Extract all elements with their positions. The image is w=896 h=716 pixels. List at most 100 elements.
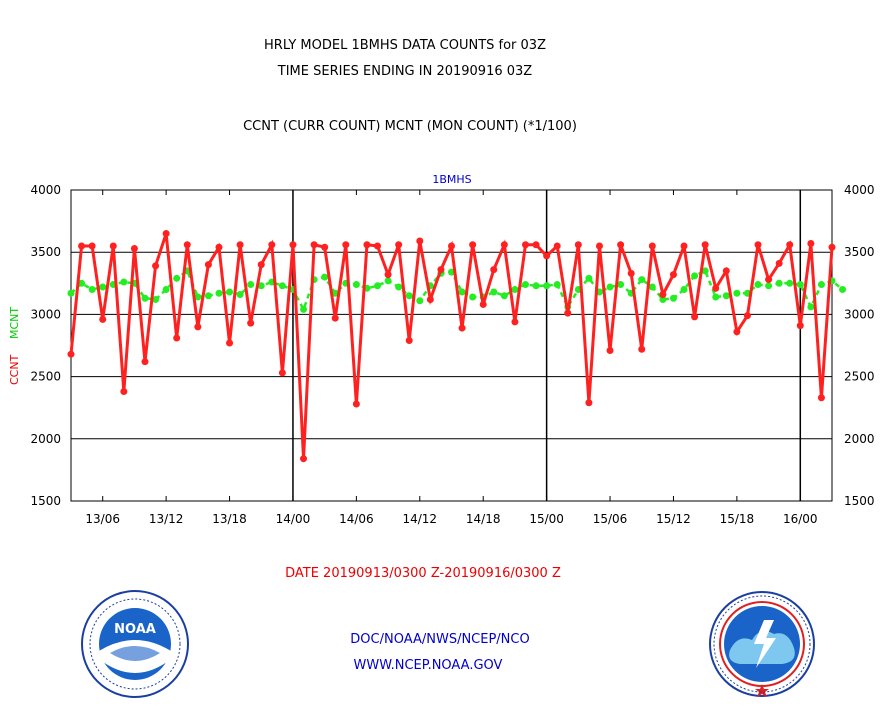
- data-point-ccnt: [342, 241, 350, 249]
- data-point-ccnt: [162, 230, 170, 238]
- data-point-ccnt: [828, 243, 836, 251]
- x-tick-label: 14/06: [339, 512, 374, 526]
- footer-url: WWW.NCEP.NOAA.GOV: [353, 658, 503, 673]
- data-point-ccnt: [490, 266, 498, 274]
- y-tick-label-left: 1500: [30, 494, 61, 508]
- x-tick-label: 16/00: [783, 512, 818, 526]
- data-point-mcnt: [374, 282, 382, 290]
- data-point-ccnt: [120, 388, 128, 396]
- y-tick-label-right: 3000: [844, 307, 875, 321]
- x-tick-label: 13/06: [85, 512, 120, 526]
- data-point-ccnt: [796, 322, 804, 330]
- data-point-ccnt: [638, 345, 646, 353]
- data-point-mcnt: [543, 282, 551, 290]
- data-point-mcnt: [226, 288, 234, 296]
- data-point-ccnt: [141, 358, 149, 366]
- nws-logo: [709, 591, 815, 697]
- data-point-mcnt: [839, 286, 847, 294]
- data-point-mcnt: [532, 282, 540, 290]
- data-point-ccnt: [78, 242, 86, 250]
- data-point-ccnt: [511, 318, 519, 326]
- y-tick-label-right: 4000: [844, 183, 875, 197]
- x-tick-label: 15/18: [720, 512, 755, 526]
- plot-frame: [70, 189, 833, 502]
- data-point-ccnt: [553, 242, 561, 250]
- data-point-ccnt: [712, 284, 720, 292]
- data-point-ccnt: [130, 244, 138, 252]
- footer-org: DOC/NOAA/NWS/NCEP/NCO: [350, 632, 530, 647]
- x-tick-label: 14/12: [402, 512, 437, 526]
- data-point-mcnt: [78, 279, 86, 287]
- data-point-ccnt: [321, 243, 329, 251]
- data-point-mcnt: [99, 283, 107, 291]
- data-point-mcnt: [712, 293, 720, 301]
- data-point-ccnt: [786, 241, 794, 249]
- data-point-mcnt: [257, 282, 265, 290]
- y-tick-label-right: 3500: [844, 245, 875, 259]
- data-point-mcnt: [765, 282, 773, 290]
- data-point-mcnt: [669, 294, 677, 302]
- data-point-mcnt: [352, 281, 360, 289]
- data-point-ccnt: [648, 242, 656, 250]
- data-point-mcnt: [648, 283, 656, 291]
- data-point-mcnt: [215, 289, 223, 297]
- data-point-ccnt: [606, 346, 614, 354]
- data-point-mcnt: [173, 274, 181, 282]
- data-point-mcnt: [511, 286, 519, 294]
- y-tick-label-left: 4000: [30, 183, 61, 197]
- data-point-mcnt: [458, 288, 466, 296]
- data-point-ccnt: [807, 239, 815, 247]
- data-point-ccnt: [268, 241, 276, 249]
- data-point-ccnt: [595, 242, 603, 250]
- data-point-mcnt: [384, 277, 392, 285]
- data-point-mcnt: [152, 295, 160, 303]
- data-point-mcnt: [500, 292, 508, 300]
- data-point-ccnt: [469, 241, 477, 249]
- data-point-ccnt: [384, 271, 392, 279]
- data-point-mcnt: [120, 278, 128, 286]
- data-point-mcnt: [754, 281, 762, 289]
- data-point-mcnt: [659, 295, 667, 303]
- data-point-mcnt: [416, 297, 424, 305]
- data-point-ccnt: [331, 314, 339, 322]
- data-point-mcnt: [733, 289, 741, 297]
- data-point-ccnt: [300, 455, 308, 463]
- x-tick-label: 15/00: [529, 512, 564, 526]
- data-point-ccnt: [817, 394, 825, 402]
- data-point-ccnt: [109, 242, 117, 250]
- data-point-mcnt: [88, 286, 96, 294]
- data-point-mcnt: [553, 281, 561, 289]
- data-point-ccnt: [691, 313, 699, 321]
- data-point-mcnt: [585, 274, 593, 282]
- data-point-mcnt: [617, 281, 625, 289]
- data-point-mcnt: [807, 303, 815, 311]
- data-point-ccnt: [194, 323, 202, 331]
- data-point-ccnt: [617, 241, 625, 249]
- y-tick-label-left: 3500: [30, 245, 61, 259]
- data-point-mcnt: [469, 293, 477, 301]
- data-point-ccnt: [395, 241, 403, 249]
- data-point-ccnt: [426, 295, 434, 303]
- data-point-ccnt: [247, 319, 255, 327]
- data-point-ccnt: [775, 259, 783, 267]
- data-point-ccnt: [226, 339, 234, 347]
- data-point-ccnt: [659, 290, 667, 298]
- series-label: 1BMHS: [432, 173, 472, 186]
- chart-title-line2: TIME SERIES ENDING IN 20190916 03Z: [277, 64, 533, 79]
- data-point-mcnt: [691, 272, 699, 280]
- data-point-ccnt: [289, 241, 297, 249]
- data-point-mcnt: [405, 292, 413, 300]
- data-point-ccnt: [532, 241, 540, 249]
- data-point-ccnt: [437, 266, 445, 274]
- data-point-ccnt: [448, 242, 455, 250]
- y-tick-label-right: 2500: [844, 370, 875, 384]
- noaa-logo-text: NOAA: [114, 622, 156, 637]
- data-point-ccnt: [722, 267, 730, 275]
- y-tick-label-left: 2000: [30, 432, 61, 446]
- data-point-ccnt: [479, 300, 487, 308]
- data-point-mcnt: [331, 289, 339, 297]
- data-point-mcnt: [236, 290, 244, 298]
- data-point-ccnt: [543, 252, 551, 260]
- data-point-mcnt: [490, 288, 498, 296]
